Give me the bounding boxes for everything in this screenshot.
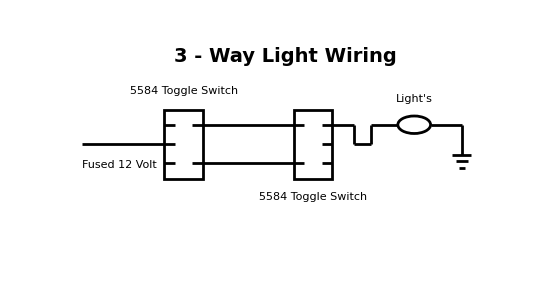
- Text: 5584 Toggle Switch: 5584 Toggle Switch: [259, 193, 367, 202]
- Bar: [165, 109, 203, 179]
- Text: Fused 12 Volt: Fused 12 Volt: [82, 160, 157, 170]
- Text: Light's: Light's: [396, 94, 433, 104]
- Bar: [294, 109, 332, 179]
- Text: 5584 Toggle Switch: 5584 Toggle Switch: [130, 86, 238, 96]
- Text: 3 - Way Light Wiring: 3 - Way Light Wiring: [173, 48, 396, 66]
